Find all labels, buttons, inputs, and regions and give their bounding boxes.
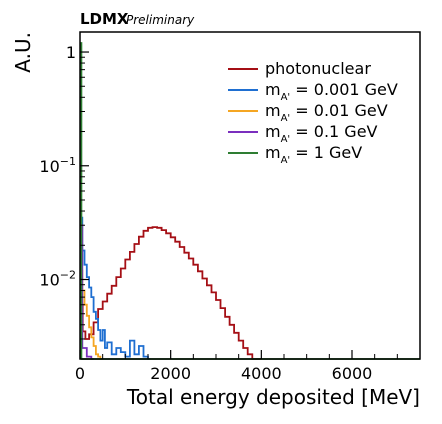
series-line-2 — [80, 269, 103, 360]
x-tick-label: 4000 — [241, 364, 282, 383]
plot-frame — [79, 31, 421, 360]
experiment-label: LDMX — [80, 10, 129, 28]
y-axis-title: A.U. — [11, 32, 35, 73]
x-tick-label: 0 — [75, 364, 85, 383]
x-tick-label: 6000 — [332, 364, 373, 383]
tick-layer: 0 2000 4000 6000 1 10−1 10−2 — [39, 43, 398, 383]
preliminary-label: Preliminary — [126, 13, 195, 27]
legend-label-1: mA' = 0.001 GeV — [265, 80, 398, 103]
x-axis-title: Total energy deposited [MeV] — [126, 385, 420, 409]
series-line-0 — [80, 226, 262, 360]
legend-label-3: mA' = 0.1 GeV — [265, 122, 378, 145]
legend-label-4: mA' = 1 GeV — [265, 143, 362, 166]
legend-label-2: mA' = 0.01 GeV — [265, 101, 388, 124]
series-line-1 — [80, 216, 151, 360]
y-tick-label: 10−2 — [39, 269, 76, 290]
y-tick-label: 1 — [66, 43, 76, 62]
legend-label-0: photonuclear — [265, 59, 371, 78]
x-tick-label: 2000 — [150, 364, 191, 383]
y-tick-label: 10−1 — [39, 155, 76, 176]
